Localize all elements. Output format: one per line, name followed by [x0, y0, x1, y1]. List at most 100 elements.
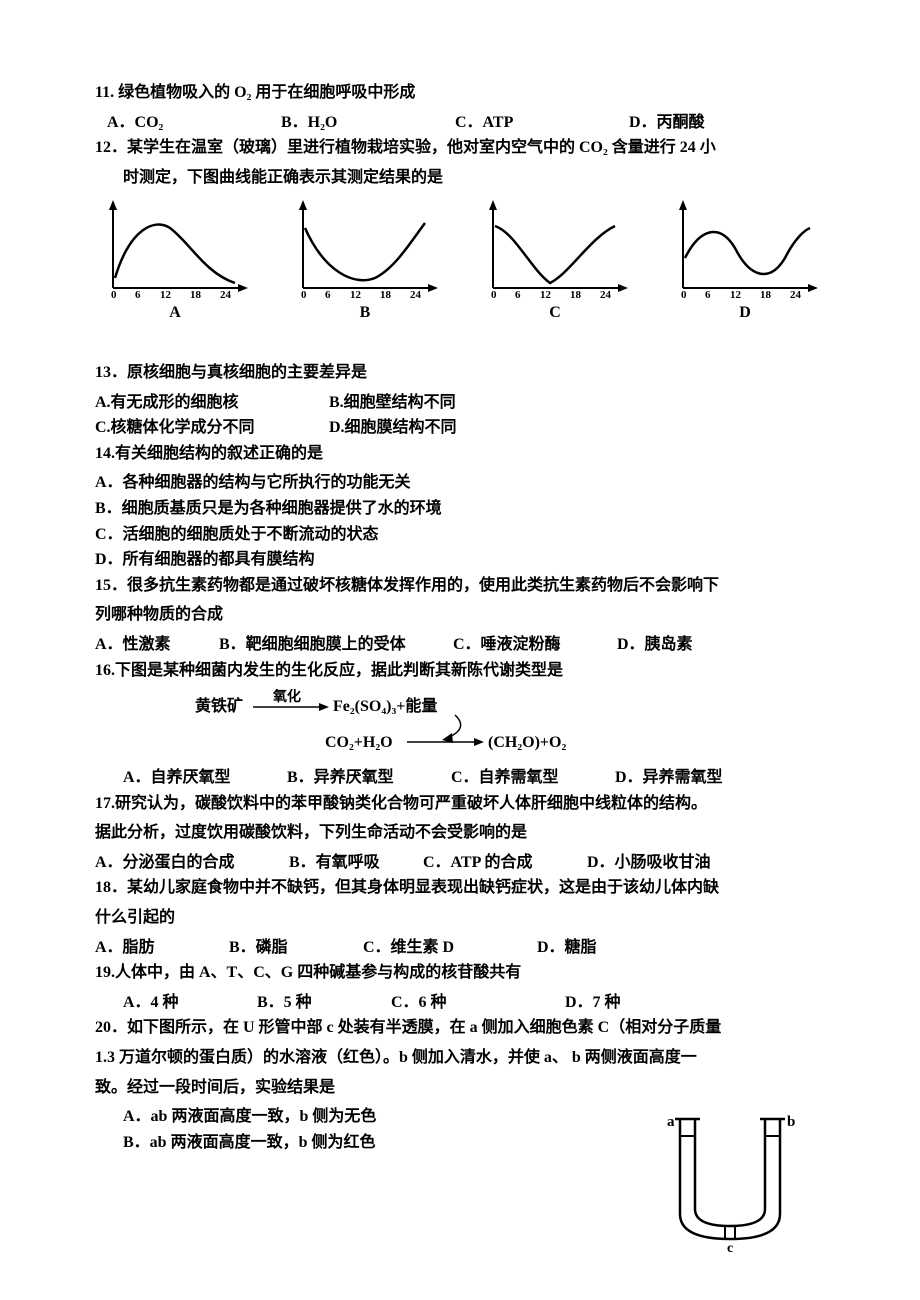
q13-opt-c: C.核糖体化学成分不同	[95, 415, 325, 441]
q11-stem: 11. 绿色植物吸入的 O₂ 用于在细胞呼吸中形成	[95, 80, 825, 106]
q11-options: A．CO₂ B．H₂O C．ATP D．丙酮酸	[107, 110, 825, 136]
q13-stem: 13．原核细胞与真核细胞的主要差异是	[95, 360, 825, 386]
svg-text:0: 0	[681, 289, 687, 298]
svg-text:6: 6	[135, 289, 141, 298]
chart-d-label: D	[665, 300, 825, 326]
q12-chart-a: 0 6 12 18 24 A	[95, 198, 255, 326]
svg-text:(CH₂O)+O₂: (CH₂O)+O₂	[488, 734, 566, 751]
q18-stem2: 什么引起的	[95, 905, 825, 931]
q17-opt-a: A．分泌蛋白的合成	[95, 850, 285, 876]
q12-stem1: 12．某学生在温室（玻璃）里进行植物栽培实验，他对室内空气中的 CO₂ 含量进行…	[95, 135, 825, 161]
q13-opt-d: D.细胞膜结构不同	[329, 419, 457, 436]
q12-chart-d: 0 6 12 18 24 D	[665, 198, 825, 326]
chart-c-label: C	[475, 300, 635, 326]
q14-opt-b: B．细胞质基质只是为各种细胞器提供了水的环境	[95, 496, 825, 522]
q17-opt-c: C．ATP 的合成	[423, 850, 583, 876]
q20-answer-row: A．ab 两液面高度一致，b 侧为无色 B．ab 两液面高度一致，b 侧为红色 …	[95, 1104, 825, 1254]
q17-opt-d: D．小肠吸收甘油	[587, 854, 711, 871]
chart-b-label: B	[285, 300, 445, 326]
curve-a	[115, 225, 235, 283]
svg-text:12: 12	[540, 289, 552, 298]
q13-row1: A.有无成形的细胞核 B.细胞壁结构不同	[95, 390, 825, 416]
q16-stem: 16.下图是某种细菌内发生的生化反应，据此判断其新陈代谢类型是	[95, 658, 825, 684]
q19-opt-a: A．4 种	[123, 990, 253, 1016]
svg-text:b: b	[787, 1114, 795, 1130]
q15-opt-d: D．胰岛素	[617, 636, 693, 653]
q20-stem2: 1.3 万道尔顿的蛋白质）的水溶液（红色）。b 侧加入清水，并使 a、 b 两侧…	[95, 1045, 825, 1071]
q20-opt-a: A．ab 两液面高度一致，b 侧为无色	[123, 1104, 645, 1130]
svg-text:18: 18	[570, 289, 582, 298]
q12-stem2: 时测定，下图曲线能正确表示其测定结果的是	[123, 165, 825, 191]
q16-opt-c: C．自养需氧型	[451, 765, 611, 791]
q11-opt-b: B．H₂O	[281, 110, 451, 136]
svg-text:24: 24	[790, 289, 802, 298]
q13-opt-b: B.细胞壁结构不同	[329, 394, 456, 411]
q17-stem2: 据此分析，过度饮用碳酸饮料，下列生命活动不会受影响的是	[95, 820, 825, 846]
svg-text:18: 18	[380, 289, 392, 298]
q11-opt-c: C．ATP	[455, 110, 625, 136]
q18-options: A．脂肪 B．磷脂 C．维生素 D D．糖脂	[95, 935, 825, 961]
q12-chart-c: 0 6 12 18 24 C	[475, 198, 635, 326]
q14-opt-c: C．活细胞的细胞质处于不断流动的状态	[95, 522, 825, 548]
svg-text:12: 12	[730, 289, 742, 298]
svg-text:24: 24	[410, 289, 422, 298]
q17-stem1: 17.研究认为，碳酸饮料中的苯甲酸钠类化合物可严重破坏人体肝细胞中线粒体的结构。	[95, 791, 825, 817]
svg-text:6: 6	[515, 289, 521, 298]
q11-opt-d: D．丙酮酸	[629, 110, 705, 136]
svg-text:黄铁矿: 黄铁矿	[195, 696, 243, 715]
svg-text:18: 18	[760, 289, 772, 298]
q17-opt-b: B．有氧呼吸	[289, 850, 419, 876]
q11-opt-a: A．CO₂	[107, 110, 277, 136]
q18-opt-d: D．糖脂	[537, 939, 597, 956]
q20-stem3: 致。经过一段时间后，实验结果是	[95, 1075, 825, 1101]
q18-opt-c: C．维生素 D	[363, 935, 533, 961]
q19-options: A．4 种 B．5 种 C．6 种 D．7 种	[123, 990, 825, 1016]
svg-text:CO₂+H₂O: CO₂+H₂O	[325, 734, 393, 751]
utube-svg: a b c	[645, 1104, 815, 1254]
svg-text:12: 12	[350, 289, 362, 298]
svg-text:Fe₂(SO₄)₃+能量: Fe₂(SO₄)₃+能量	[333, 696, 437, 715]
svg-text:0: 0	[301, 289, 307, 298]
chart-a-svg: 0 6 12 18 24	[95, 198, 255, 298]
chart-b-svg: 0 6 12 18 24	[285, 198, 445, 298]
q14-opt-a: A．各种细胞器的结构与它所执行的功能无关	[95, 470, 825, 496]
q15-opt-b: B．靶细胞细胞膜上的受体	[219, 632, 449, 658]
svg-text:0: 0	[111, 289, 117, 298]
curve-d	[685, 228, 810, 274]
q15-options: A．性激素 B．靶细胞细胞膜上的受体 C．唾液淀粉酶 D．胰岛素	[95, 632, 825, 658]
q16-options: A．自养厌氧型 B．异养厌氧型 C．自养需氧型 D．异养需氧型	[123, 765, 825, 791]
chart-a-label: A	[95, 300, 255, 326]
chart-c-svg: 0 6 12 18 24	[475, 198, 635, 298]
svg-text:氧化: 氧化	[272, 689, 301, 705]
q13-opt-a: A.有无成形的细胞核	[95, 390, 325, 416]
q19-opt-c: C．6 种	[391, 990, 561, 1016]
q12-chart-b: 0 6 12 18 24 B	[285, 198, 445, 326]
q15-stem2: 列哪种物质的合成	[95, 602, 825, 628]
q15-opt-c: C．唾液淀粉酶	[453, 632, 613, 658]
q16-reaction: 黄铁矿 氧化 Fe₂(SO₄)₃+能量 CO₂+H₂O (CH₂O)+O₂	[195, 689, 825, 759]
q13-row2: C.核糖体化学成分不同 D.细胞膜结构不同	[95, 415, 825, 441]
q14-stem: 14.有关细胞结构的叙述正确的是	[95, 441, 825, 467]
q16-opt-b: B．异养厌氧型	[287, 765, 447, 791]
q12-charts: 0 6 12 18 24 A 0 6 12 18 24 B	[95, 198, 825, 326]
q19-opt-d: D．7 种	[565, 994, 621, 1011]
q19-opt-b: B．5 种	[257, 990, 387, 1016]
svg-text:6: 6	[705, 289, 711, 298]
q15-opt-a: A．性激素	[95, 632, 215, 658]
q14-opt-d: D．所有细胞器的都具有膜结构	[95, 547, 825, 573]
svg-text:0: 0	[491, 289, 497, 298]
svg-text:24: 24	[600, 289, 612, 298]
q17-options: A．分泌蛋白的合成 B．有氧呼吸 C．ATP 的合成 D．小肠吸收甘油	[95, 850, 825, 876]
q16-opt-a: A．自养厌氧型	[123, 765, 283, 791]
q19-stem: 19.人体中，由 A、T、C、G 四种碱基参与构成的核苷酸共有	[95, 960, 825, 986]
svg-text:c: c	[727, 1241, 733, 1254]
q20-utube: a b c	[645, 1104, 825, 1254]
svg-text:12: 12	[160, 289, 172, 298]
curve-c	[495, 226, 615, 283]
curve-b	[305, 223, 425, 280]
q18-opt-b: B．磷脂	[229, 935, 359, 961]
svg-text:18: 18	[190, 289, 202, 298]
q20-opt-b: B．ab 两液面高度一致，b 侧为红色	[123, 1130, 645, 1156]
q20-stem1: 20．如下图所示，在 U 形管中部 c 处装有半透膜，在 a 侧加入细胞色素 C…	[95, 1015, 825, 1041]
reaction-svg: 黄铁矿 氧化 Fe₂(SO₄)₃+能量 CO₂+H₂O (CH₂O)+O₂	[195, 689, 615, 759]
